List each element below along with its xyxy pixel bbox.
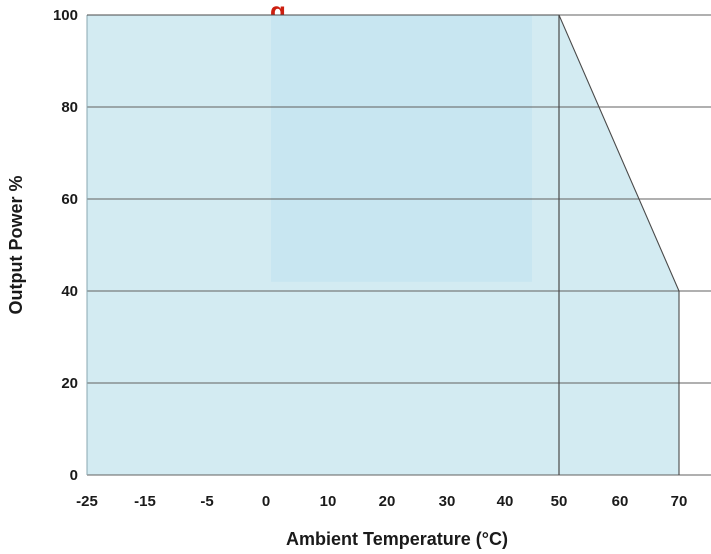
y-tick-label-60: 60 xyxy=(61,191,78,208)
plot-area: 0 20 40 60 80 100 -25 -15 -5 0 10 20 30 40 50 60 70 xyxy=(53,7,711,510)
x-tick-label-20: 20 xyxy=(379,493,396,510)
y-tick-label-40: 40 xyxy=(61,283,78,300)
x-tick-label--5: -5 xyxy=(200,493,213,510)
x-tick-label-30: 30 xyxy=(439,493,456,510)
y-tick-label-0: 0 xyxy=(70,467,78,484)
y-tick-label-20: 20 xyxy=(61,375,78,392)
y-tick-label-80: 80 xyxy=(61,99,78,116)
x-tick-label--25: -25 xyxy=(76,493,98,510)
x-tick-label-60: 60 xyxy=(612,493,629,510)
highlight-band xyxy=(271,15,532,282)
x-tick-label-70: 70 xyxy=(671,493,688,510)
x-tick-label-50: 50 xyxy=(551,493,568,510)
x-tick-label--15: -15 xyxy=(134,493,156,510)
y-tick-label-100: 100 xyxy=(53,7,78,24)
y-axis-label: Output Power % xyxy=(6,176,26,315)
x-tick-label-10: 10 xyxy=(320,493,337,510)
x-tick-label-40: 40 xyxy=(497,493,514,510)
x-axis-label: Ambient Temperature (°C) xyxy=(286,529,508,549)
derating-curve xyxy=(87,14,680,475)
x-tick-label-0: 0 xyxy=(262,493,270,510)
